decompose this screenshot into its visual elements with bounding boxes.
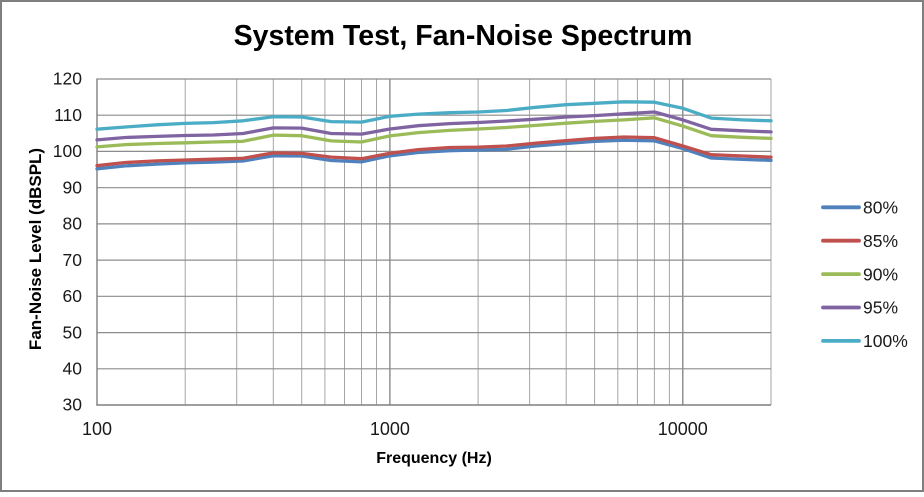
svg-text:70: 70 <box>63 250 83 270</box>
svg-text:85%: 85% <box>863 231 898 251</box>
svg-text:80: 80 <box>63 214 83 234</box>
svg-text:30: 30 <box>63 395 83 415</box>
svg-text:60: 60 <box>63 286 83 306</box>
svg-text:1000: 1000 <box>370 419 410 439</box>
svg-text:100: 100 <box>82 419 112 439</box>
svg-text:90%: 90% <box>863 264 898 284</box>
svg-text:Fan-Noise Level (dBSPL): Fan-Noise Level (dBSPL) <box>26 148 45 350</box>
svg-text:90: 90 <box>63 177 83 197</box>
svg-text:System Test, Fan-Noise Spectru: System Test, Fan-Noise Spectrum <box>234 20 693 52</box>
svg-text:40: 40 <box>63 359 83 379</box>
svg-text:50: 50 <box>63 322 83 342</box>
svg-text:95%: 95% <box>863 298 898 318</box>
svg-text:100: 100 <box>53 141 82 161</box>
svg-text:10000: 10000 <box>658 419 708 439</box>
svg-text:100%: 100% <box>863 331 908 351</box>
svg-text:80%: 80% <box>863 198 898 218</box>
svg-text:120: 120 <box>53 69 82 89</box>
svg-text:110: 110 <box>54 105 82 125</box>
svg-text:Frequency (Hz): Frequency (Hz) <box>376 450 492 467</box>
